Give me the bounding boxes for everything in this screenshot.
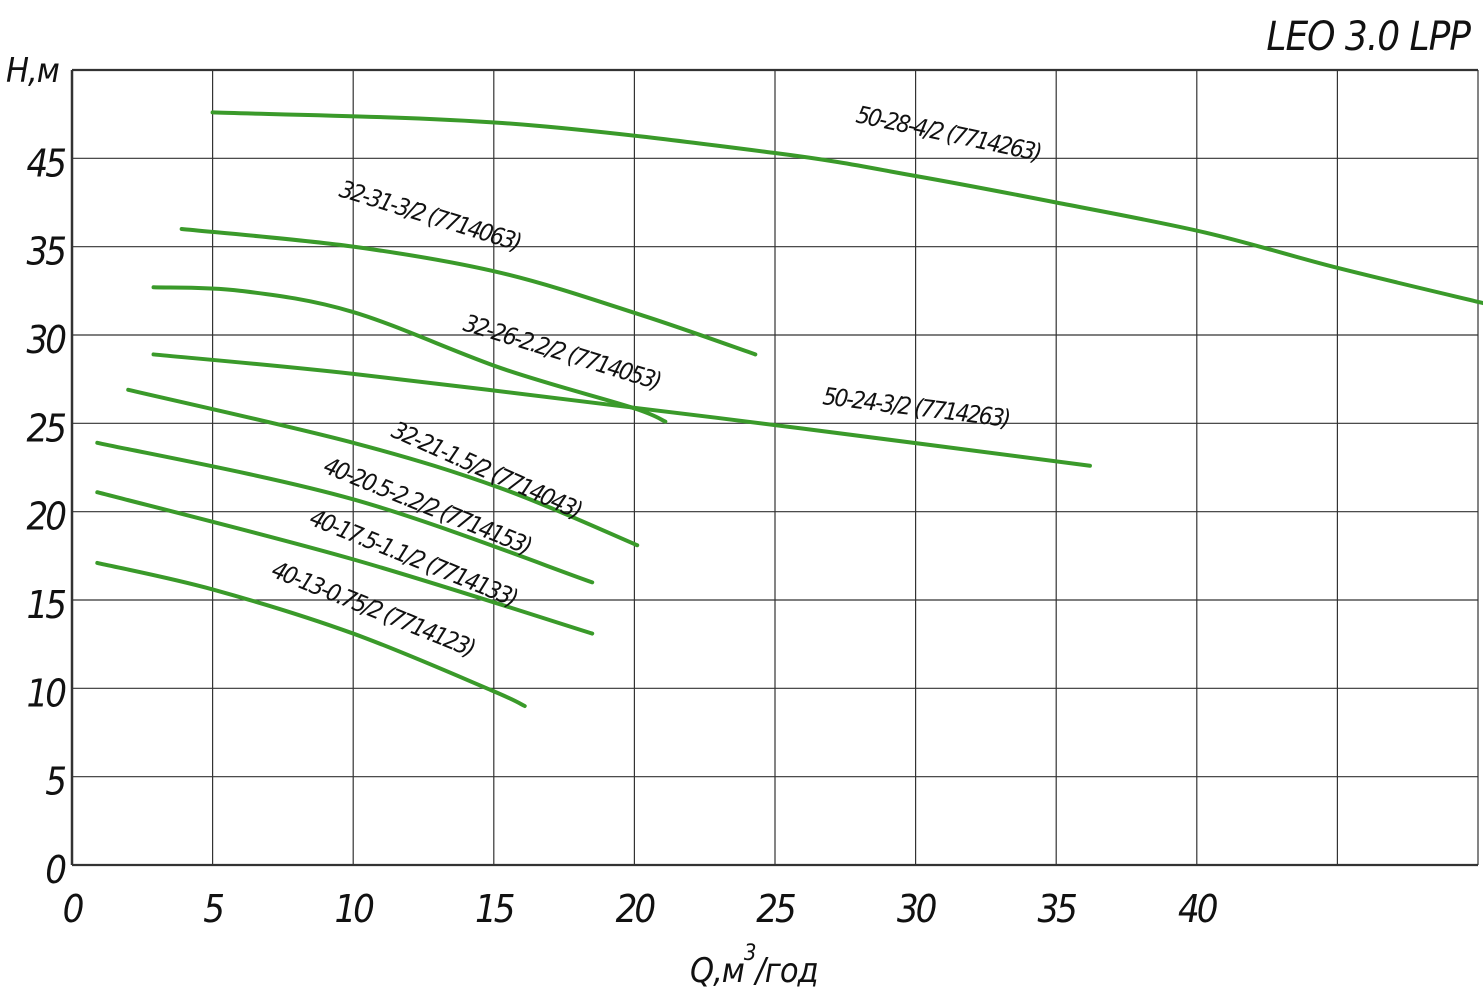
- x-tick-label: 30: [897, 887, 937, 931]
- series-line: [210, 110, 1483, 306]
- series-line: [126, 387, 640, 548]
- x-tick-label: 25: [756, 887, 795, 931]
- y-tick-label: 45: [27, 141, 66, 185]
- y-tick-label: 10: [27, 671, 67, 715]
- x-tick-label: 35: [1037, 887, 1076, 931]
- x-tick-label: 5: [203, 887, 223, 931]
- y-tick-label: 35: [27, 230, 66, 274]
- y-tick-label: 5: [45, 760, 65, 804]
- x-tick-label: 0: [63, 887, 84, 931]
- y-tick-label: 20: [27, 495, 67, 539]
- curve-labels: 50-28-4/2 (7714263) 32-31-3/2 (7714063) 32…: [268, 100, 1043, 662]
- x-axis-label-tail: /год: [752, 951, 817, 991]
- x-axis-label: Q,м3/год: [690, 941, 818, 991]
- series-line: [179, 227, 758, 357]
- series-label: 50-28-4/2 (7714263): [854, 100, 1043, 166]
- y-tick-label: 15: [27, 583, 66, 627]
- grid: [70, 68, 1479, 867]
- series-label: 32-26-2.2/2 (7714053): [460, 309, 664, 396]
- series-label: 32-31-3/2 (7714063): [336, 175, 524, 257]
- x-axis-label-sup: 3: [744, 941, 756, 966]
- y-tick-label: 30: [27, 318, 67, 362]
- series-line: [95, 560, 527, 708]
- x-tick-label: 15: [475, 887, 514, 931]
- y-axis-label: H,м: [6, 51, 59, 91]
- curves: [95, 110, 1483, 708]
- series-line: [95, 490, 595, 636]
- series-line: [151, 352, 1092, 468]
- x-axis-label-main: Q,м: [690, 951, 744, 991]
- x-tick-label: 20: [616, 887, 656, 931]
- chart-title: LEO 3.0 LPP: [1266, 14, 1471, 60]
- x-tick-label: 40: [1178, 887, 1218, 931]
- tick-labels: 0 5 10 15 20 25 30 35 40 0 5 10 15 20 25 30 35 45: [27, 141, 1221, 931]
- y-tick-label: 0: [45, 848, 66, 892]
- y-tick-label: 25: [27, 406, 66, 450]
- x-tick-label: 10: [334, 887, 374, 931]
- series-line: [95, 440, 595, 585]
